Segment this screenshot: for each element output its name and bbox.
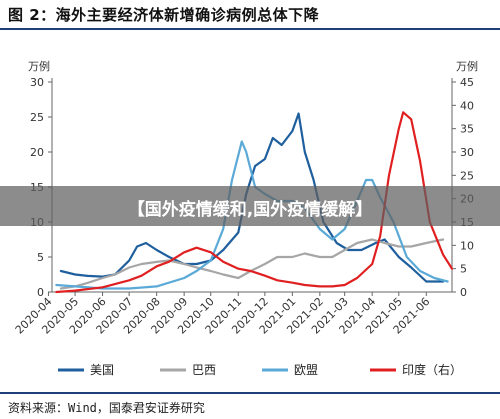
legend-label-2: 欧盟 <box>294 363 318 377</box>
y-axis-left-unit: 万例 <box>28 59 50 73</box>
figure-title: 图 2：海外主要经济体新增确诊病例总体下降 <box>8 6 320 24</box>
banner-text: 【国外疫情缓和,国外疫情缓解】 <box>127 200 373 220</box>
y-tick-right-label: 0 <box>460 286 467 299</box>
series-line-3 <box>55 111 454 294</box>
series-line-1 <box>59 238 445 290</box>
y-tick-right-label: 40 <box>460 99 474 112</box>
y-tick-right-label: 5 <box>460 263 467 276</box>
y-tick-right-label: 10 <box>460 239 474 252</box>
legend-label-1: 巴西 <box>192 363 216 377</box>
y-tick-right-label: 25 <box>460 169 474 182</box>
y-tick-right-label: 35 <box>460 123 474 136</box>
y-tick-left-label: 5 <box>37 251 44 264</box>
source-note: 资料来源：Wind，国泰君安证券研究 <box>8 401 205 415</box>
y-tick-right-label: 30 <box>460 146 474 159</box>
y-tick-right-label: 45 <box>460 76 474 89</box>
top-rule <box>0 28 500 30</box>
series-line-0 <box>59 112 445 283</box>
y-tick-left-label: 20 <box>30 146 44 159</box>
y-tick-left-label: 30 <box>30 76 44 89</box>
overlay-banner: 【国外疫情缓和,国外疫情缓解】 <box>0 186 500 226</box>
y-tick-left-label: 25 <box>30 111 44 124</box>
legend-label-3: 印度（右） <box>402 362 462 377</box>
y-tick-left-label: 0 <box>37 286 44 299</box>
legend-label-0: 美国 <box>90 363 114 377</box>
bottom-rule <box>0 392 500 394</box>
chart-legend: 美国 巴西 欧盟 印度（右） <box>58 362 462 377</box>
y-axis-right-unit: 万例 <box>456 59 478 73</box>
